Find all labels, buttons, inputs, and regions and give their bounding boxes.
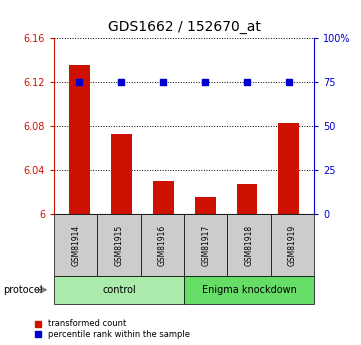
Text: protocol: protocol [4, 285, 43, 295]
Point [286, 79, 292, 85]
Text: control: control [102, 285, 136, 295]
Point [202, 79, 208, 85]
Bar [278, 122, 299, 214]
Point [160, 79, 166, 85]
Text: GSM81914: GSM81914 [71, 224, 80, 266]
Point [118, 79, 124, 85]
Text: GSM81917: GSM81917 [201, 224, 210, 266]
Bar [69, 66, 90, 214]
Text: GSM81915: GSM81915 [115, 224, 123, 266]
Text: GSM81918: GSM81918 [245, 224, 253, 266]
Text: GSM81919: GSM81919 [288, 224, 297, 266]
Text: GSM81916: GSM81916 [158, 224, 167, 266]
Bar [236, 184, 257, 214]
Point [244, 79, 250, 85]
Bar [195, 197, 216, 214]
Bar [153, 181, 174, 214]
Title: GDS1662 / 152670_at: GDS1662 / 152670_at [108, 20, 261, 34]
Legend: transformed count, percentile rank within the sample: transformed count, percentile rank withi… [33, 318, 192, 341]
Point [77, 79, 82, 85]
Bar [111, 134, 132, 214]
Text: Enigma knockdown: Enigma knockdown [202, 285, 296, 295]
